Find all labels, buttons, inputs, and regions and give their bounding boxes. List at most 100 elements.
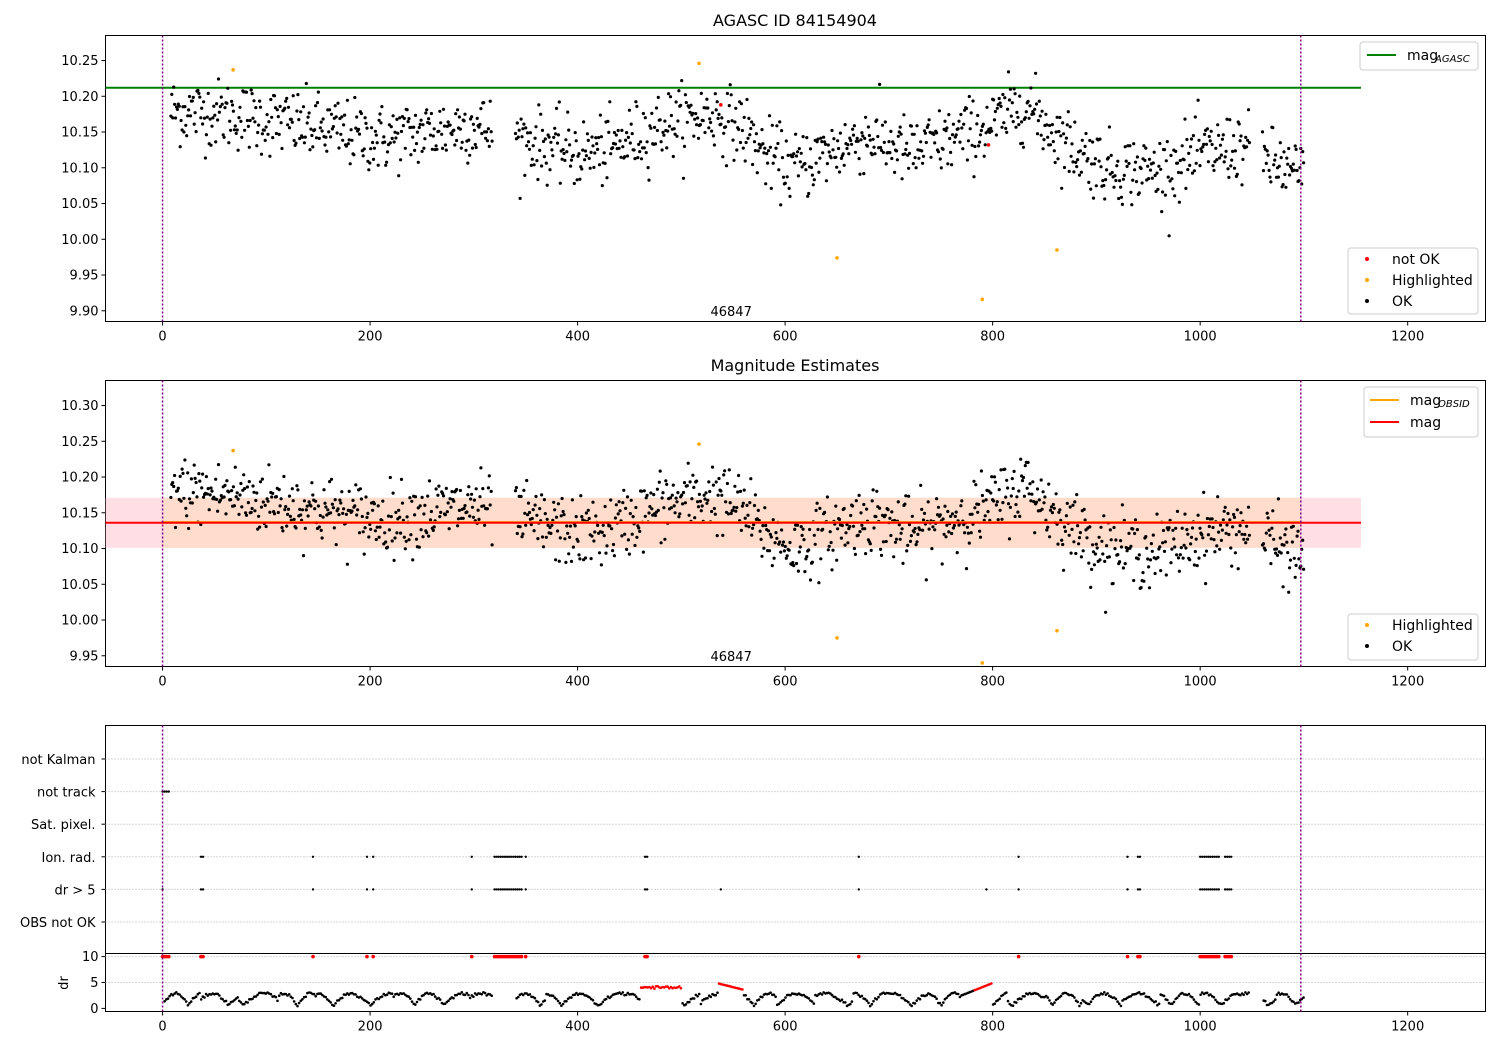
panel1-ok-point (676, 119, 680, 123)
panel2-ok-point (1148, 558, 1153, 562)
panel1-ok-point (1103, 197, 1107, 201)
panel1-ok-point (307, 111, 311, 115)
panel2-ok-point (530, 516, 534, 521)
panel2-ok-point (1184, 546, 1188, 550)
panel1-ok-point (1070, 142, 1074, 146)
panel2-ok-point (888, 516, 892, 520)
flag-point (165, 790, 168, 793)
panel2-xtick-label: 600 (773, 675, 798, 690)
panel1-ok-point (568, 164, 573, 168)
panel1-ok-point (460, 140, 464, 144)
panel2-ok-point (1156, 555, 1160, 560)
panel2-ok-point (1206, 533, 1210, 537)
panel1-ok-point (297, 118, 301, 122)
panel1-ok-point (324, 135, 328, 139)
dr-point (868, 1004, 872, 1008)
panel2-ok-point (858, 530, 862, 534)
panel1-ok-point (1264, 161, 1268, 165)
panel1-ok-point (270, 115, 274, 119)
panel2-ok-point (716, 493, 720, 497)
panel1-ok-point (370, 126, 374, 130)
panel2-ok-point (252, 490, 256, 494)
dr-point (204, 992, 208, 996)
panel2-ok-point (1133, 531, 1137, 536)
panel1-ok-point (1286, 162, 1290, 166)
panel1-ok-point (544, 161, 548, 165)
panel1-ok-point (286, 105, 291, 109)
panel2-ok-point (1147, 586, 1152, 590)
panel2-ok-point (191, 491, 195, 495)
panel1-ok-point (231, 109, 235, 113)
panel1-ok-point (336, 101, 340, 105)
panel1-ok-point (1292, 168, 1296, 172)
panel2-ok-point (769, 535, 773, 539)
panel1-ok-point (795, 150, 800, 154)
panel1-ok-point (808, 147, 813, 151)
panel1-ok-point (220, 102, 224, 106)
panel1-ok-point (1074, 160, 1078, 164)
panel2-ok-point (320, 536, 324, 540)
panel2-ok-point (338, 498, 342, 502)
dr-point (1076, 1000, 1079, 1004)
panel2-ok-point (804, 557, 808, 561)
panel2-ok-point (639, 489, 644, 493)
dr-point (1275, 993, 1279, 996)
panel1-ok-point (625, 131, 629, 135)
panel2-ok-point (185, 514, 189, 518)
panel1-ok-point (375, 141, 379, 145)
panel1-ok-point (205, 115, 209, 119)
panel1-ok-point (890, 156, 894, 161)
panel2-ok-point (894, 537, 899, 541)
panel2-ok-point (1072, 540, 1076, 544)
panel1-ok-point (569, 158, 574, 162)
panel2-xtick-label: 400 (565, 675, 590, 690)
panel2-ok-point (774, 531, 778, 535)
panel1-ok-point (1160, 210, 1164, 214)
dr-point (1214, 998, 1217, 1002)
panel2-ok-point (681, 490, 686, 495)
panel1-ok-point (806, 194, 810, 198)
panel1-ok-point (889, 129, 893, 133)
panel2-ok-point (434, 487, 438, 491)
panel1-ok-point (437, 129, 441, 133)
panel1-ok-point (1083, 144, 1087, 148)
panel1-ok-point (560, 157, 564, 161)
panel1-ok-point (620, 128, 624, 132)
panel1-ok-point (1228, 118, 1232, 122)
panel2-ok-point (676, 491, 680, 495)
panel1-ok-point (725, 91, 730, 96)
panel1-ok-point (291, 94, 295, 98)
panel1-ok-point (785, 175, 789, 179)
panel1-ok-point (1128, 144, 1132, 148)
panel1-ok-point (554, 132, 558, 136)
panel1-ok-point (1080, 138, 1084, 142)
panel1-ok-point (428, 133, 433, 137)
panel1-ok-point (363, 116, 367, 120)
panel1-ok-point (713, 92, 717, 96)
panel2-ok-point (336, 507, 340, 511)
panel1-ok-point (254, 106, 258, 110)
dr-point (696, 995, 699, 998)
panel2-ok-point (483, 523, 487, 527)
dr-point (228, 1002, 231, 1006)
panel1-ok-point (677, 89, 681, 93)
panel1-ok-point (814, 161, 818, 165)
panel1-ok-point (691, 111, 695, 115)
panel1-ok-point (924, 140, 928, 145)
panel1-ok-point (882, 140, 886, 144)
panel1-ok-point (298, 136, 302, 141)
dr-point (319, 992, 323, 995)
panel1-ok-point (327, 130, 331, 134)
panel1-ok-point (306, 115, 310, 119)
panel2-ok-point (695, 479, 699, 483)
panel1-ok-point (294, 141, 298, 145)
panel2-ok-point (474, 487, 478, 491)
panel1-ok-point (1167, 234, 1171, 238)
panel2-ok-point (816, 527, 820, 532)
panel2-ok-point (378, 525, 382, 529)
panel2-ok-point (215, 497, 219, 501)
panel2-ok-point (1063, 529, 1068, 534)
panel2-ok-point (637, 526, 641, 530)
dr-point (166, 997, 170, 1000)
panel2-ok-point (331, 506, 335, 510)
